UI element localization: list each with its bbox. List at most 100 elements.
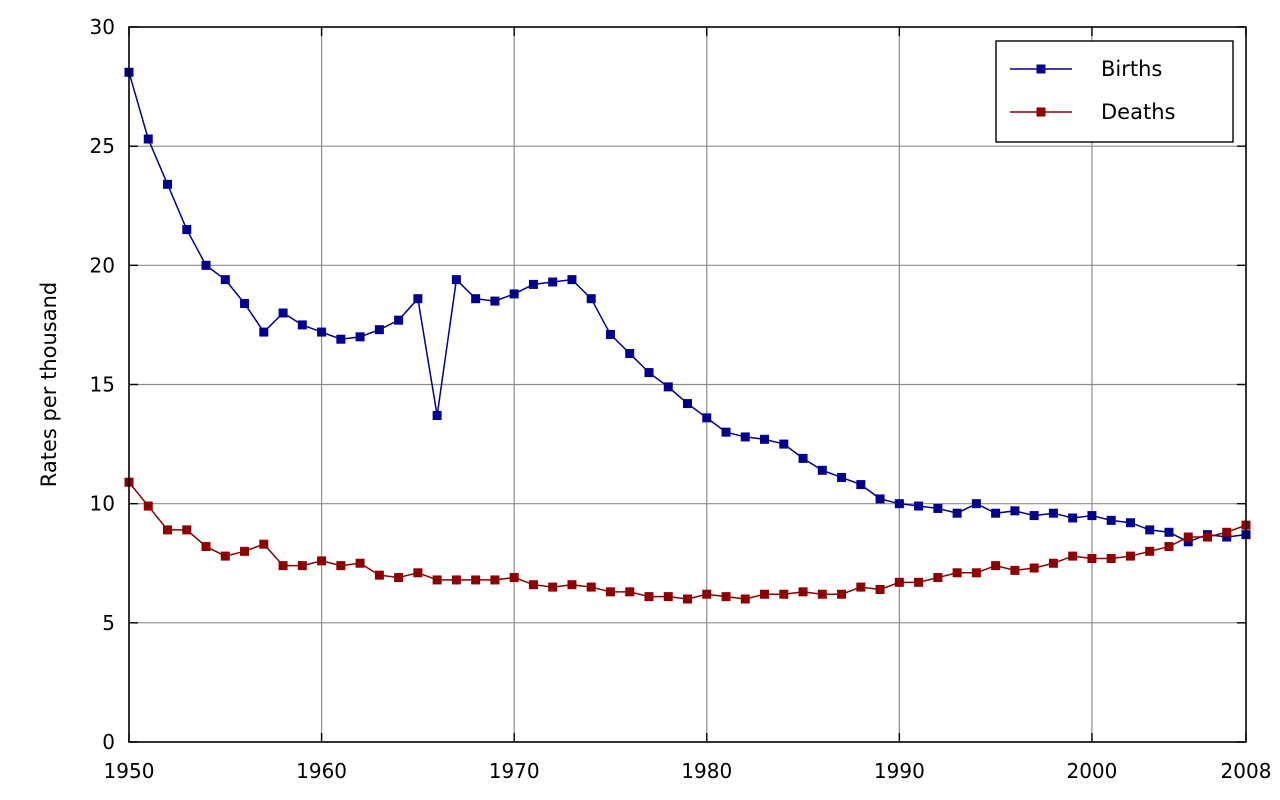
data-point-deaths: [914, 577, 924, 587]
data-point-births: [297, 320, 307, 330]
data-point-deaths: [817, 589, 827, 599]
data-point-births: [971, 499, 981, 509]
data-point-deaths: [1202, 532, 1212, 542]
data-point-deaths: [182, 525, 192, 535]
y-tick-label: 10: [90, 492, 115, 516]
data-point-deaths: [644, 592, 654, 602]
data-point-births: [394, 315, 404, 325]
data-point-births: [490, 296, 500, 306]
data-point-births: [586, 294, 596, 304]
x-tick-label: 2000: [1066, 759, 1117, 783]
data-point-deaths: [605, 587, 615, 597]
data-point-births: [605, 329, 615, 339]
data-point-deaths: [143, 501, 153, 511]
data-point-deaths: [798, 587, 808, 597]
data-point-births: [1222, 532, 1232, 542]
data-point-deaths: [1029, 563, 1039, 573]
y-axis-title: Rates per thousand: [37, 282, 61, 487]
grid-lines: [129, 27, 1246, 742]
data-point-births: [740, 432, 750, 442]
data-point-deaths: [971, 568, 981, 578]
data-point-births: [1068, 513, 1078, 523]
data-point-deaths: [490, 575, 500, 585]
series-layer: [124, 67, 1251, 604]
data-point-births: [240, 298, 250, 308]
data-point-births: [798, 453, 808, 463]
data-point-deaths: [740, 594, 750, 604]
y-tick-label: 15: [90, 373, 115, 397]
data-point-births: [278, 308, 288, 318]
data-point-deaths: [451, 575, 461, 585]
data-point-births: [817, 465, 827, 475]
series-line-births: [128, 72, 1247, 543]
data-point-births: [914, 501, 924, 511]
legend-marker-deaths: [1036, 107, 1046, 117]
data-point-deaths: [1010, 565, 1020, 575]
data-point-deaths: [471, 575, 481, 585]
y-tick-label: 30: [90, 15, 115, 39]
data-point-births: [548, 277, 558, 287]
data-point-deaths: [1164, 542, 1174, 552]
data-point-deaths: [317, 556, 327, 566]
data-point-deaths: [509, 573, 519, 583]
data-point-births: [644, 368, 654, 378]
data-point-births: [1145, 525, 1155, 535]
data-point-births: [259, 327, 269, 337]
data-point-deaths: [1106, 553, 1116, 563]
data-point-deaths: [875, 584, 885, 594]
data-point-births: [779, 439, 789, 449]
data-point-deaths: [721, 592, 731, 602]
data-point-births: [471, 294, 481, 304]
series-line-deaths: [128, 481, 1247, 600]
y-tick-label: 25: [90, 134, 115, 158]
y-tick-label: 5: [102, 611, 115, 635]
data-point-deaths: [991, 561, 1001, 571]
x-tick-label: 1970: [489, 759, 540, 783]
x-tick-label: 2008: [1221, 759, 1272, 783]
data-point-deaths: [567, 580, 577, 590]
data-point-deaths: [837, 589, 847, 599]
data-point-births: [432, 410, 442, 420]
data-point-births: [143, 134, 153, 144]
data-point-deaths: [933, 573, 943, 583]
data-point-births: [1164, 527, 1174, 537]
data-point-deaths: [952, 568, 962, 578]
legend-label-deaths: Deaths: [1101, 100, 1175, 124]
data-point-deaths: [1048, 558, 1058, 568]
data-point-deaths: [625, 587, 635, 597]
data-point-births: [374, 325, 384, 335]
data-point-deaths: [528, 580, 538, 590]
data-point-births: [1106, 515, 1116, 525]
data-point-deaths: [394, 573, 404, 583]
data-point-deaths: [1087, 553, 1097, 563]
data-point-births: [683, 399, 692, 409]
data-point-deaths: [1183, 532, 1193, 542]
data-point-deaths: [163, 525, 173, 535]
data-point-deaths: [297, 561, 307, 571]
data-point-deaths: [548, 582, 558, 592]
data-point-births: [355, 332, 365, 342]
data-point-births: [875, 494, 885, 504]
data-point-deaths: [856, 582, 866, 592]
data-point-deaths: [1145, 546, 1155, 556]
legend: Births Deaths: [995, 40, 1234, 143]
data-point-births: [952, 508, 962, 518]
data-point-births: [760, 434, 770, 444]
data-point-deaths: [432, 575, 442, 585]
data-point-births: [336, 334, 346, 344]
data-point-deaths: [1222, 527, 1232, 537]
data-point-births: [220, 275, 230, 285]
data-point-births: [413, 294, 423, 304]
data-point-births: [663, 382, 673, 392]
data-point-births: [1183, 537, 1193, 547]
data-point-births: [451, 275, 461, 285]
data-point-deaths: [1068, 551, 1078, 561]
data-point-births: [509, 289, 519, 299]
data-point-births: [933, 503, 943, 513]
y-tick-label: 20: [90, 253, 115, 277]
data-point-deaths: [374, 570, 384, 580]
data-point-deaths: [220, 551, 230, 561]
x-tick-label: 1950: [104, 759, 155, 783]
data-point-deaths: [760, 589, 770, 599]
